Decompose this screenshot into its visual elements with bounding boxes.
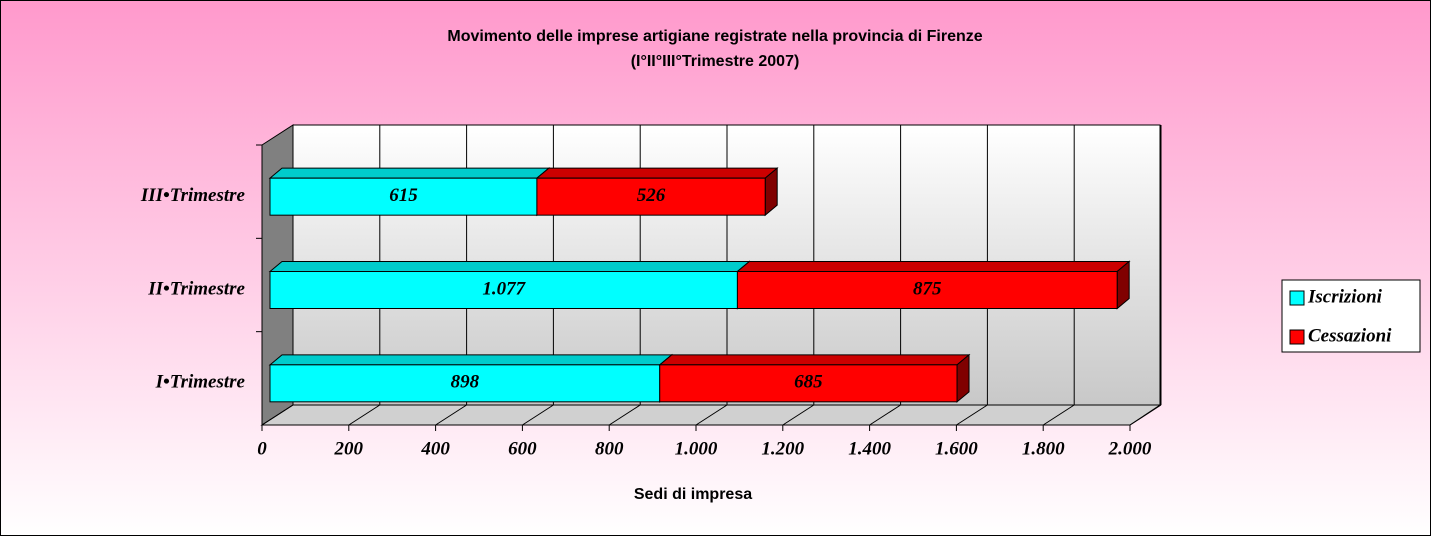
- floor-grid-line: [261, 404, 294, 426]
- legend: [1281, 279, 1421, 353]
- x-tick-label: 1.400: [848, 438, 891, 459]
- floor-grid-line: [348, 404, 381, 426]
- x-tick-label: 0: [257, 438, 267, 459]
- bar-front: [269, 271, 738, 309]
- x-tick-label: 800: [595, 438, 624, 459]
- bar-top: [535, 167, 779, 179]
- data-label: 685: [794, 372, 823, 393]
- bar-top: [268, 167, 551, 179]
- data-label: 1.077: [482, 278, 526, 299]
- x-axis-title: Sedi di impresa: [634, 486, 752, 503]
- bar: [268, 353, 674, 403]
- floor-grid-line: [1129, 404, 1162, 426]
- legend-label: Cessazioni: [1308, 325, 1392, 346]
- chart-title: Movimento delle imprese artigiane regist…: [447, 28, 982, 45]
- floor-grid-line: [1042, 404, 1075, 426]
- x-tick-label: 200: [334, 438, 364, 459]
- data-label: 526: [637, 185, 666, 206]
- x-tick-label: 1.800: [1022, 438, 1065, 459]
- bar-front: [536, 177, 766, 216]
- bar-top: [268, 261, 751, 272]
- x-tick-label: 2.000: [1108, 438, 1152, 459]
- floor-grid-line: [522, 404, 554, 426]
- bar-front: [736, 271, 1118, 309]
- bar-top: [736, 261, 1131, 272]
- bar: [535, 167, 779, 217]
- x-tick-label: 1.600: [935, 438, 978, 459]
- floor-grid-line: [782, 404, 815, 426]
- y-tick-label: III•Trimestre: [140, 185, 246, 206]
- floor-grid-line: [695, 404, 728, 426]
- bar: [658, 353, 971, 403]
- bar: [268, 260, 751, 310]
- data-label: 615: [389, 185, 418, 206]
- bar-front: [659, 364, 958, 403]
- data-label: 875: [913, 278, 942, 299]
- legend-label: Iscrizioni: [1307, 286, 1383, 307]
- floor-grid-line: [869, 404, 901, 426]
- bar-front: [269, 364, 661, 403]
- bar-top: [268, 354, 674, 366]
- bar: [736, 260, 1131, 310]
- y-tick-label: I•Trimestre: [155, 372, 246, 393]
- floor-grid-line: [956, 404, 988, 426]
- legend-swatch: [1289, 290, 1305, 306]
- floor-grid-line: [435, 404, 467, 426]
- bar: [268, 167, 551, 217]
- x-tick-label: 600: [508, 438, 537, 459]
- x-tick-label: 400: [420, 438, 450, 459]
- bar-top: [658, 354, 971, 366]
- x-tick-label: 1.200: [761, 438, 804, 459]
- floor-grid-line: [608, 404, 641, 426]
- y-tick-label: II•Trimestre: [147, 278, 245, 299]
- chart-subtitle: (I°II°III°Trimestre 2007): [631, 53, 800, 70]
- x-tick-label: 1.000: [675, 438, 718, 459]
- legend-swatch: [1289, 329, 1305, 345]
- data-label: 898: [451, 372, 480, 393]
